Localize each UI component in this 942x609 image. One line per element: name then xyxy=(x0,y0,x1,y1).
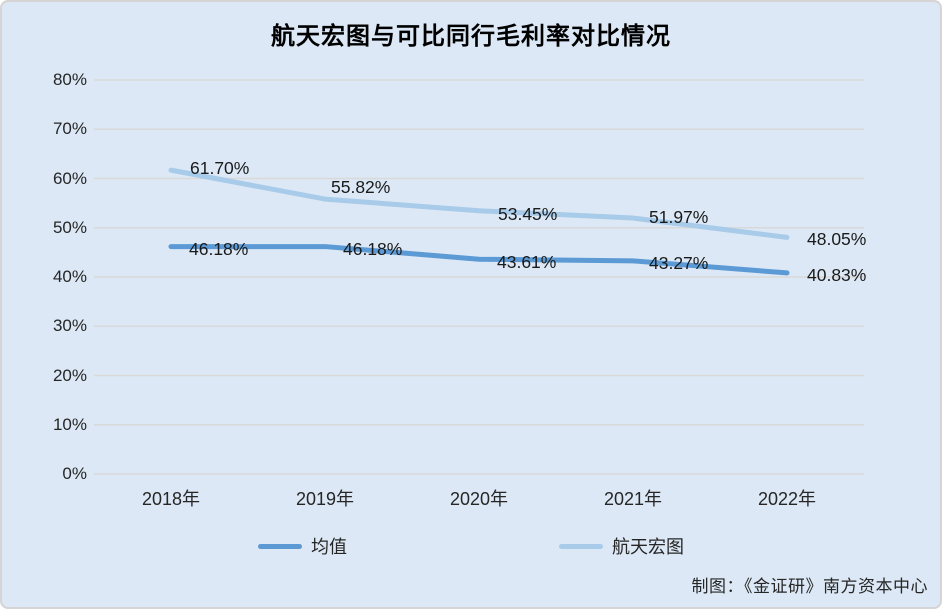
series-line-1 xyxy=(168,167,790,240)
chart-title: 航天宏图与可比同行毛利率对比情况 xyxy=(271,23,671,50)
legend-line-swatch-piesat xyxy=(559,543,603,549)
credit-text: 制图：《金证研》南方资本中心 xyxy=(691,577,928,596)
legend-line-swatch-mean xyxy=(258,543,302,549)
legend-item-piesat: 航天宏图 xyxy=(559,533,684,559)
legend-label-piesat: 航天宏图 xyxy=(612,537,684,557)
chart-legend: 均值 航天宏图 xyxy=(2,533,940,559)
legend-item-mean: 均值 xyxy=(258,533,347,559)
series-line-0 xyxy=(168,244,790,276)
legend-label-mean: 均值 xyxy=(311,537,347,557)
